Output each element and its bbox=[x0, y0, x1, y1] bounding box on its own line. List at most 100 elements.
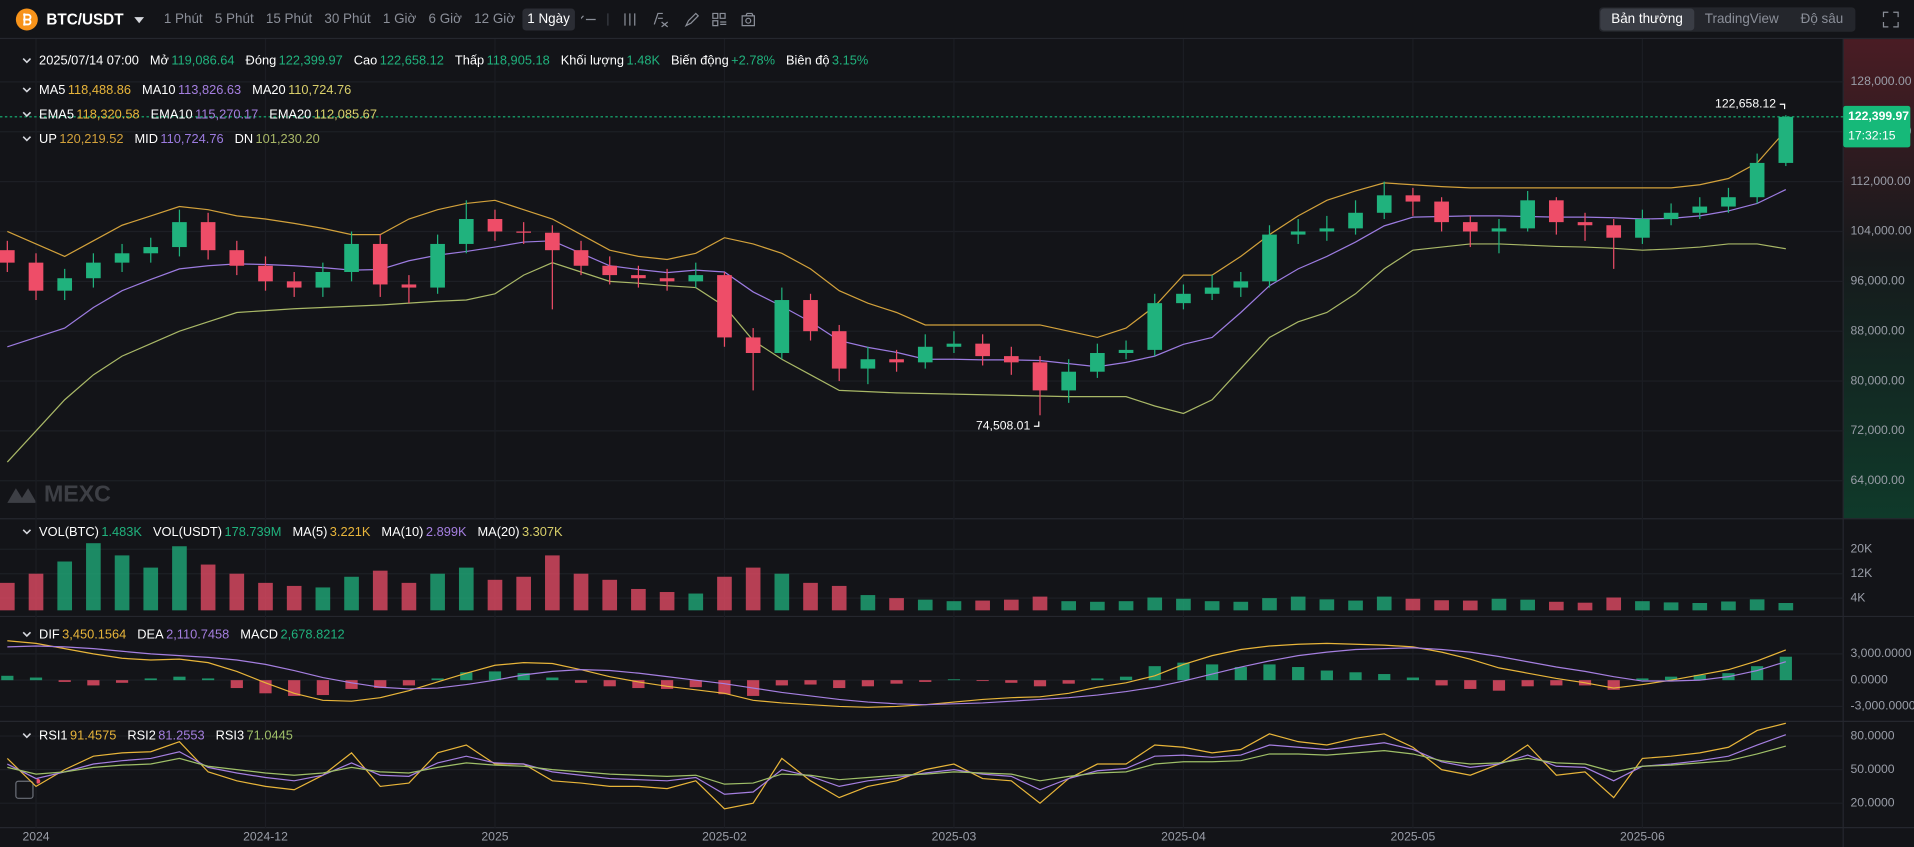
settings-icon[interactable] bbox=[15, 780, 34, 799]
collapse-toggle[interactable] bbox=[22, 57, 32, 64]
candle-body bbox=[1090, 353, 1105, 372]
candle-body bbox=[975, 343, 990, 357]
candle-body bbox=[1577, 222, 1593, 226]
candle-body bbox=[1118, 349, 1134, 354]
volume-bar bbox=[1319, 599, 1335, 611]
ema-legend: EMA5 118,320.58 EMA10 115,270.17 EMA20 112,08… bbox=[22, 107, 388, 122]
macd-bar bbox=[689, 680, 702, 688]
volume-bar bbox=[1577, 602, 1593, 611]
collapse-toggle[interactable] bbox=[22, 529, 32, 536]
x-tick-label: 2025-04 bbox=[1161, 830, 1206, 844]
candle-body bbox=[86, 262, 101, 279]
volume-bar bbox=[946, 601, 962, 611]
volume-bar bbox=[143, 567, 159, 611]
legend-value: 81.2553 bbox=[158, 728, 205, 744]
interval-button[interactable]: 1 Phút bbox=[163, 11, 203, 27]
legend-value: 101,230.20 bbox=[255, 131, 320, 147]
macd-legend: DIF 3,450.1564 DEA 2,110.7458 MACD 2,678.8212 bbox=[22, 627, 356, 642]
volume-bar bbox=[401, 582, 417, 611]
volume-bar bbox=[1204, 601, 1220, 611]
volume-bar bbox=[1491, 598, 1507, 611]
fx-icon[interactable] bbox=[653, 12, 668, 27]
candle-body bbox=[1462, 222, 1478, 232]
legend-name: RSI1 bbox=[39, 728, 68, 744]
candle-body bbox=[860, 359, 876, 369]
macd-bar bbox=[1550, 680, 1563, 686]
chevron bbox=[22, 529, 32, 535]
countdown: 17:32:15 bbox=[1848, 129, 1896, 143]
macd-bar bbox=[1005, 680, 1018, 683]
collapse-toggle[interactable] bbox=[22, 87, 32, 94]
legend-value: 2.899K bbox=[425, 524, 467, 540]
candle-body bbox=[1721, 197, 1736, 207]
interval-button[interactable]: 1 Giờ bbox=[382, 11, 417, 27]
interval-button[interactable]: 5 Phút bbox=[214, 11, 254, 27]
candle-body bbox=[889, 359, 904, 363]
layout-icon[interactable] bbox=[712, 12, 727, 26]
candle-body bbox=[1491, 228, 1507, 232]
view-button[interactable]: Bản thường bbox=[1600, 8, 1694, 31]
legend-name: MA(20) bbox=[477, 524, 520, 540]
candle-body bbox=[1434, 201, 1449, 223]
collapse-toggle[interactable] bbox=[22, 135, 32, 142]
volume-bar bbox=[200, 564, 216, 611]
camera-icon[interactable] bbox=[741, 12, 755, 26]
candle-body bbox=[946, 343, 962, 347]
legend-value: 110,724.76 bbox=[288, 83, 352, 98]
rsi-legend: RSI1 91.4575 RSI2 81.2553 RSI3 71.0445 bbox=[22, 728, 304, 744]
last-price-tag bbox=[1843, 105, 1911, 148]
candle-body bbox=[745, 337, 761, 354]
collapse-toggle[interactable] bbox=[22, 111, 32, 118]
tool-icons bbox=[580, 11, 755, 27]
info-label: Thấp bbox=[454, 53, 485, 69]
legend-value: 112,085.67 bbox=[313, 107, 377, 123]
coin-glyph bbox=[23, 12, 32, 26]
candle-body bbox=[631, 275, 646, 279]
chevron bbox=[22, 111, 32, 118]
x-tick-label: 2025-05 bbox=[1391, 830, 1436, 844]
collapse-toggle[interactable] bbox=[22, 732, 32, 739]
legend-value: 2,678.8212 bbox=[280, 627, 345, 643]
y-tick-label: 80.0000 bbox=[1851, 728, 1895, 742]
volume-bar bbox=[1233, 601, 1249, 611]
macd-bar bbox=[431, 678, 444, 681]
volume-bar bbox=[1663, 602, 1679, 611]
volume-bar bbox=[860, 595, 876, 611]
interval-button[interactable]: 12 Giờ bbox=[474, 11, 516, 27]
candle-body bbox=[143, 247, 159, 254]
legend-name: DEA bbox=[137, 627, 164, 643]
candle-body bbox=[602, 265, 618, 276]
info-label: Biến động bbox=[671, 53, 729, 69]
draw-icon[interactable] bbox=[684, 11, 699, 27]
legend-name: EMA20 bbox=[269, 107, 312, 123]
interval-button[interactable]: 1 Ngày bbox=[522, 7, 575, 30]
ohlc-info: 2025/07/14 07:00 Mở 119,086.64 Đóng 122,399.… bbox=[22, 53, 879, 69]
symbol-caret[interactable] bbox=[133, 14, 145, 24]
dropdown[interactable] bbox=[580, 14, 584, 19]
macd-bar bbox=[1349, 672, 1362, 681]
volume-bar bbox=[1778, 603, 1794, 611]
volume-bar bbox=[1348, 600, 1363, 611]
view-button[interactable]: TradingView bbox=[1704, 12, 1779, 27]
interval-button[interactable]: 30 Phút bbox=[324, 11, 371, 27]
volume-bar bbox=[917, 599, 933, 611]
collapse-toggle[interactable] bbox=[22, 631, 32, 638]
candle-body bbox=[803, 300, 818, 332]
macd-bar bbox=[1234, 667, 1247, 681]
volume-legend: VOL(BTC) 1.483K VOL(USDT) 178.739M MA(5) 3.22… bbox=[22, 525, 574, 540]
symbol[interactable]: BTC/USDT bbox=[46, 10, 124, 28]
legend-name: UP bbox=[39, 131, 57, 147]
candle-body bbox=[1663, 212, 1679, 220]
macd-bar bbox=[1033, 680, 1047, 687]
legend-value: 110,724.76 bbox=[160, 131, 224, 147]
interval-button[interactable]: 15 Phút bbox=[265, 11, 313, 27]
interval-button[interactable]: 6 Giờ bbox=[428, 11, 462, 27]
volume-bar bbox=[1692, 603, 1708, 611]
volume-bar bbox=[717, 576, 732, 611]
macd-bar bbox=[1091, 678, 1104, 681]
candle-body bbox=[114, 253, 130, 263]
view-button[interactable]: Độ sâu bbox=[1800, 12, 1844, 27]
indicator-icon[interactable] bbox=[624, 12, 636, 26]
fullscreen-icon[interactable] bbox=[1882, 11, 1899, 28]
